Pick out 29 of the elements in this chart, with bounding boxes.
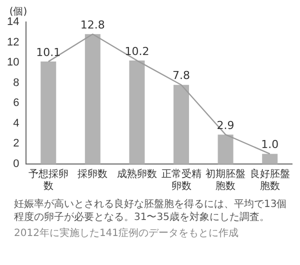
bar — [218, 134, 234, 164]
x-tick-label: 成熟卵数 — [116, 168, 157, 180]
text: 2012年に実施した141症例のデータをもとに作成 — [14, 227, 240, 240]
x-tick-label: 初期胚盤胞数 — [206, 168, 246, 192]
y-tick-label: 10 — [6, 56, 20, 69]
data-label: 2.9 — [216, 118, 234, 132]
data-label: 1.0 — [261, 138, 279, 152]
y-tick-label: 0 — [13, 158, 20, 170]
data-label: 10.1 — [36, 46, 61, 59]
bar — [174, 84, 190, 164]
y-tick-label: 2 — [13, 138, 20, 150]
x-tick-label: 予想採卵数 — [28, 168, 68, 192]
text: 妊娠率が高いとされる良好な胚盤胞を得るには、平均で13個程度の卵子が必要となる。31〜35歳を対象にした調査。 — [14, 198, 288, 224]
bar — [129, 60, 145, 164]
y-axis-title: (個) — [9, 6, 28, 18]
bar — [40, 62, 56, 164]
bar — [84, 34, 100, 164]
data-label: 7.8 — [172, 69, 190, 82]
bar — [262, 154, 278, 164]
y-tick-label: 4 — [13, 117, 20, 130]
y-tick-label: 6 — [13, 97, 20, 110]
data-label: 12.8 — [80, 18, 105, 32]
x-tick-label: 良好胚盤胞数 — [250, 168, 290, 192]
x-tick-label: 採卵数 — [78, 168, 108, 180]
y-tick-label: 8 — [13, 76, 20, 89]
data-label: 10.2 — [124, 44, 150, 58]
x-tick-label: 正常受精卵数 — [161, 168, 202, 192]
y-tick-label: 14 — [6, 16, 20, 28]
y-tick-label: 12 — [6, 36, 20, 48]
